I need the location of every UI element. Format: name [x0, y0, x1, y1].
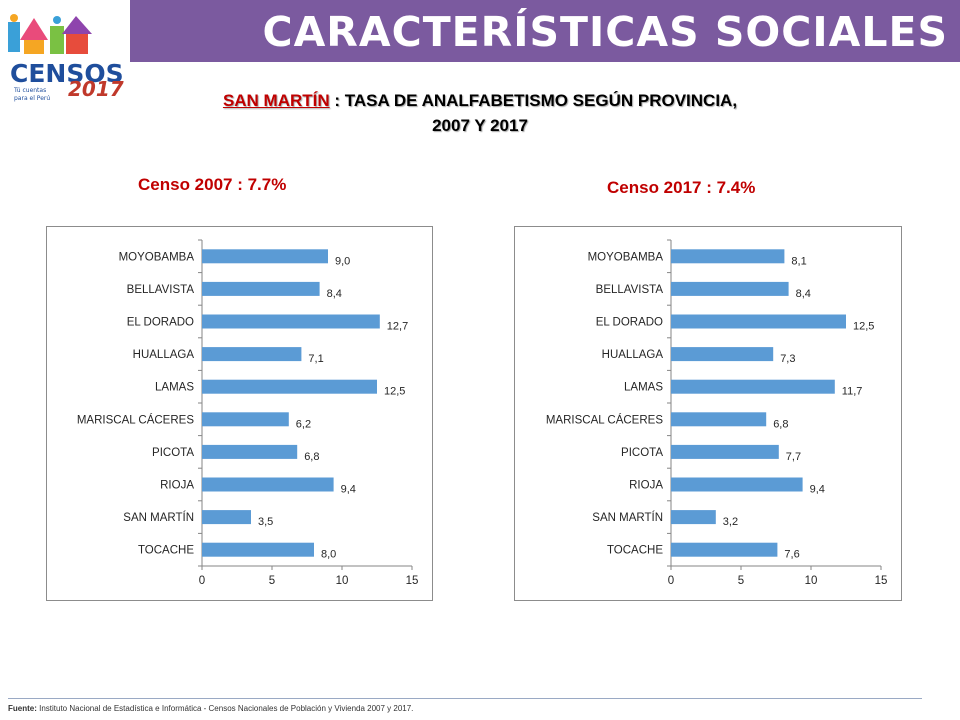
- data-label: 12,5: [853, 321, 874, 333]
- category-label: EL DORADO: [596, 317, 663, 329]
- chart-2007-svg: MOYOBAMBA 9,0 BELLAVISTA 8,4 EL DORADO 12,7 HU…: [77, 239, 419, 587]
- bar: [671, 314, 846, 329]
- data-label: 8,4: [327, 288, 342, 300]
- bar: [671, 379, 835, 394]
- bar: [671, 542, 778, 557]
- bar: [671, 444, 779, 459]
- category-label: PICOTA: [152, 447, 194, 459]
- logo-year: 2017: [68, 77, 124, 101]
- category-label: HUALLAGA: [133, 349, 195, 361]
- chart-title-2017: Censo 2017 : 7.4%: [607, 178, 756, 197]
- data-label: 3,5: [258, 516, 273, 528]
- x-tick-label: 0: [199, 575, 205, 587]
- x-tick-label: 5: [738, 575, 744, 587]
- category-label: SAN MARTÍN: [123, 511, 194, 524]
- category-label: BELLAVISTA: [596, 284, 664, 296]
- footer-divider: [8, 698, 922, 699]
- logo-tagline-1: Tú cuentas: [13, 87, 46, 94]
- data-label: 8,4: [796, 288, 811, 300]
- bar: [671, 249, 785, 264]
- bar: [202, 379, 377, 394]
- data-label: 11,7: [842, 386, 863, 398]
- category-label: RIOJA: [629, 480, 663, 492]
- data-label: 12,5: [384, 386, 405, 398]
- x-tick-label: 0: [668, 575, 674, 587]
- data-label: 7,6: [784, 549, 799, 561]
- category-label: MOYOBAMBA: [119, 251, 195, 263]
- logo-tagline-2: para el Perú: [14, 95, 50, 102]
- censos-logo: CENSOS 2017 Tú cuentas para el Perú: [0, 0, 130, 112]
- x-tick-label: 10: [805, 575, 818, 587]
- subtitle-line2: 2007 Y 2017: [432, 116, 528, 135]
- category-label: LAMAS: [624, 382, 663, 394]
- subtitle-line1: : TASA DE ANALFABETISMO SEGÚN PROVINCIA,: [329, 91, 738, 110]
- category-label: HUALLAGA: [602, 349, 664, 361]
- bar: [202, 249, 328, 264]
- data-label: 8,0: [321, 549, 336, 561]
- bar: [202, 281, 320, 296]
- data-label: 6,2: [296, 418, 311, 430]
- bar: [202, 412, 289, 427]
- category-label: RIOJA: [160, 480, 194, 492]
- category-label: MARISCAL CÁCERES: [546, 413, 663, 426]
- source-label: Fuente:: [8, 704, 37, 713]
- x-tick-label: 10: [336, 575, 349, 587]
- chart-title-2007: Censo 2007 : 7.7%: [138, 175, 287, 194]
- data-label: 8,1: [791, 255, 806, 267]
- bar: [202, 542, 314, 557]
- data-label: 9,0: [335, 255, 350, 267]
- data-label: 7,3: [780, 353, 795, 365]
- x-tick-label: 15: [875, 575, 888, 587]
- bar: [671, 510, 716, 525]
- data-label: 3,2: [723, 516, 738, 528]
- bar: [202, 444, 298, 459]
- data-label: 6,8: [304, 451, 319, 463]
- category-label: SAN MARTÍN: [592, 511, 663, 524]
- source-text: Instituto Nacional de Estadística e Info…: [36, 704, 414, 713]
- bar: [202, 477, 334, 492]
- subtitle-place: SAN MARTÍN: [222, 91, 330, 110]
- category-label: LAMAS: [155, 382, 194, 394]
- chart-subtitle: SAN MARTÍN : TASA DE ANALFABETISMO SEGÚN…: [100, 88, 860, 138]
- chart-2007: MOYOBAMBA 9,0 BELLAVISTA 8,4 EL DORADO 12,7 HU…: [46, 226, 433, 601]
- data-label: 9,4: [810, 484, 825, 496]
- data-label: 12,7: [387, 321, 408, 333]
- bar: [671, 281, 789, 296]
- logo-word: CENSOS: [10, 59, 124, 88]
- data-label: 9,4: [341, 484, 356, 496]
- bar: [202, 510, 251, 525]
- bar: [671, 477, 803, 492]
- bar: [671, 412, 767, 427]
- category-label: PICOTA: [621, 447, 663, 459]
- data-label: 7,7: [786, 451, 801, 463]
- category-label: BELLAVISTA: [127, 284, 195, 296]
- category-label: MOYOBAMBA: [588, 251, 664, 263]
- header-bar: CARACTERÍSTICAS SOCIALES: [0, 0, 960, 62]
- data-label: 6,8: [773, 418, 788, 430]
- category-label: EL DORADO: [127, 317, 194, 329]
- category-label: TOCACHE: [138, 545, 194, 557]
- chart-2017: MOYOBAMBA 8,1 BELLAVISTA 8,4 EL DORADO 12,5 HU…: [514, 226, 902, 601]
- chart-2017-svg: MOYOBAMBA 8,1 BELLAVISTA 8,4 EL DORADO 12,5 HU…: [546, 239, 888, 587]
- x-tick-label: 5: [269, 575, 275, 587]
- bar: [202, 314, 380, 329]
- page-title: CARACTERÍSTICAS SOCIALES: [262, 8, 948, 56]
- censos-logo-graphic: CENSOS 2017 Tú cuentas para el Perú: [8, 14, 124, 102]
- bar: [671, 347, 774, 362]
- x-tick-label: 15: [406, 575, 419, 587]
- source-note: Fuente: Instituto Nacional de Estadístic…: [8, 704, 413, 713]
- category-label: TOCACHE: [607, 545, 663, 557]
- data-label: 7,1: [308, 353, 323, 365]
- category-label: MARISCAL CÁCERES: [77, 413, 194, 426]
- bar: [202, 347, 302, 362]
